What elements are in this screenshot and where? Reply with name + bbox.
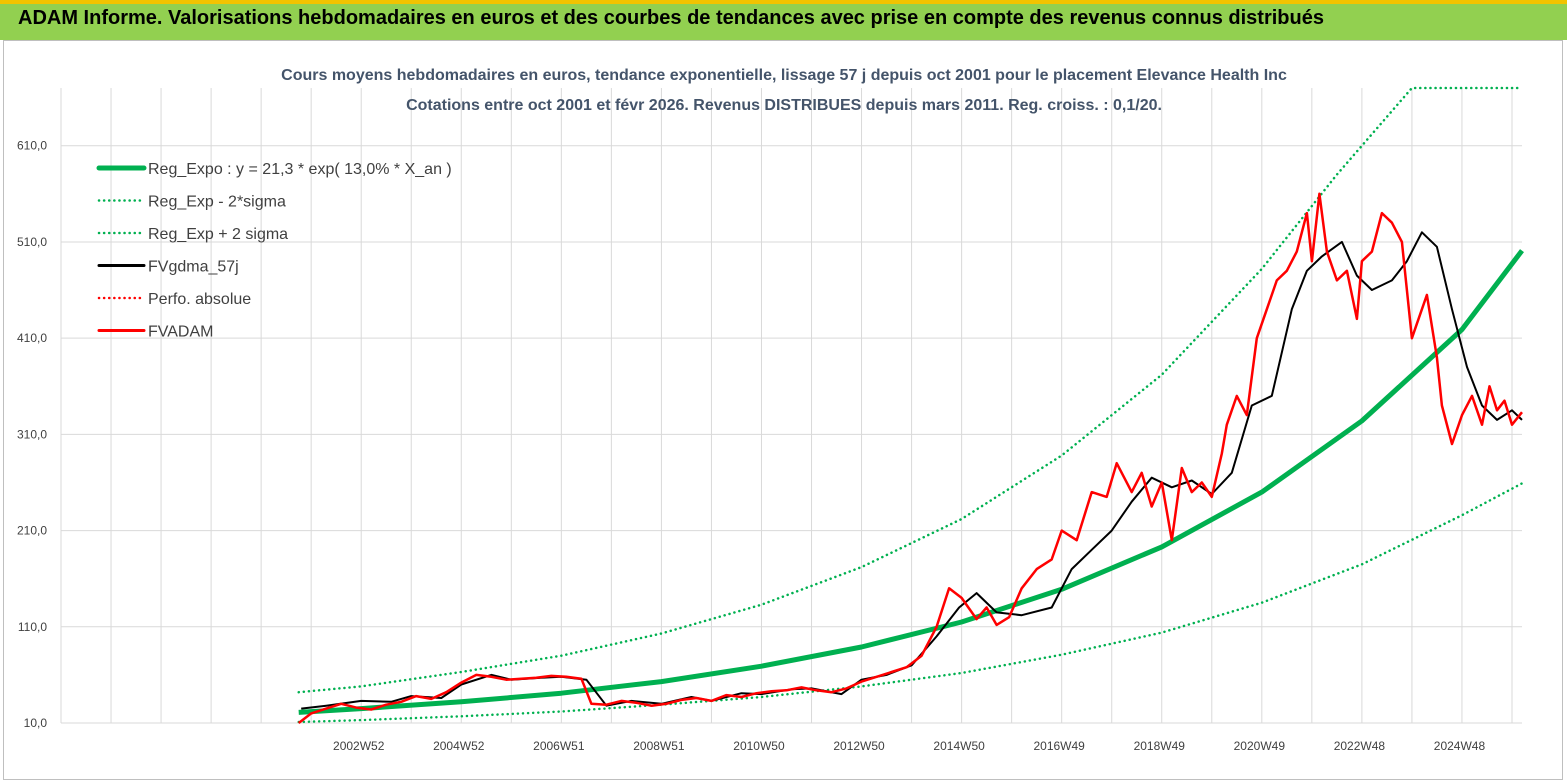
chart-title: Cours moyens hebdomadaires en euros, ten… — [281, 67, 1287, 84]
x-tick-label: 2022W48 — [1334, 739, 1386, 753]
legend: Reg_Expo : y = 21,3 * exp( 13,0% * X_an … — [96, 161, 452, 341]
x-tick-label: 2010W50 — [733, 739, 785, 753]
legend-label: Perfo. absolue — [148, 291, 251, 308]
y-axis-ticks: 10,0 110,0 210,0 310,0 410,0 510,0 610,0 — [17, 139, 47, 730]
y-tick-label: 10,0 — [24, 716, 48, 730]
y-tick-label: 410,0 — [17, 331, 47, 345]
legend-label: FVADAM — [148, 324, 213, 341]
y-tick-label: 510,0 — [17, 235, 47, 249]
x-tick-label: 2014W50 — [933, 739, 985, 753]
x-axis-ticks: 2002W52 2004W52 2006W51 2008W51 2010W50 2012W… — [333, 739, 1485, 753]
x-tick-label: 2016W49 — [1033, 739, 1085, 753]
x-tick-label: 2004W52 — [433, 739, 485, 753]
x-tick-label: 2018W49 — [1134, 739, 1186, 753]
report-banner: ADAM Informe. Valorisations hebdomadaire… — [0, 0, 1567, 40]
series-line-5 — [297, 192, 1523, 724]
series-line-2 — [297, 86, 1524, 694]
chart-subtitle: Cotations entre oct 2001 et févr 2026. R… — [406, 97, 1162, 114]
series-line-0 — [298, 249, 1524, 715]
grid — [60, 88, 1522, 724]
x-tick-label: 2024W48 — [1434, 739, 1486, 753]
report-title: ADAM Informe. Valorisations hebdomadaire… — [18, 7, 1324, 29]
series-line-1 — [297, 482, 1524, 724]
y-tick-label: 210,0 — [17, 524, 47, 538]
y-tick-label: 110,0 — [18, 620, 47, 634]
series — [297, 86, 1524, 724]
x-tick-label: 2006W51 — [533, 739, 585, 753]
legend-label: Reg_Exp + 2 sigma — [148, 226, 288, 243]
y-tick-label: 310,0 — [17, 427, 47, 441]
x-tick-label: 2002W52 — [333, 739, 385, 753]
legend-label: FVgdma_57j — [148, 259, 239, 276]
series-line-3 — [301, 231, 1523, 710]
y-tick-label: 610,0 — [17, 139, 47, 153]
x-tick-label: 2012W50 — [833, 739, 885, 753]
x-tick-label: 2008W51 — [633, 739, 685, 753]
legend-label: Reg_Exp - 2*sigma — [148, 194, 286, 211]
price-chart: Cours moyens hebdomadaires en euros, ten… — [17, 67, 1524, 753]
legend-label: Reg_Expo : y = 21,3 * exp( 13,0% * X_an … — [148, 161, 452, 178]
x-tick-label: 2020W49 — [1234, 739, 1286, 753]
chart-frame: Cours moyens hebdomadaires en euros, ten… — [3, 40, 1563, 780]
